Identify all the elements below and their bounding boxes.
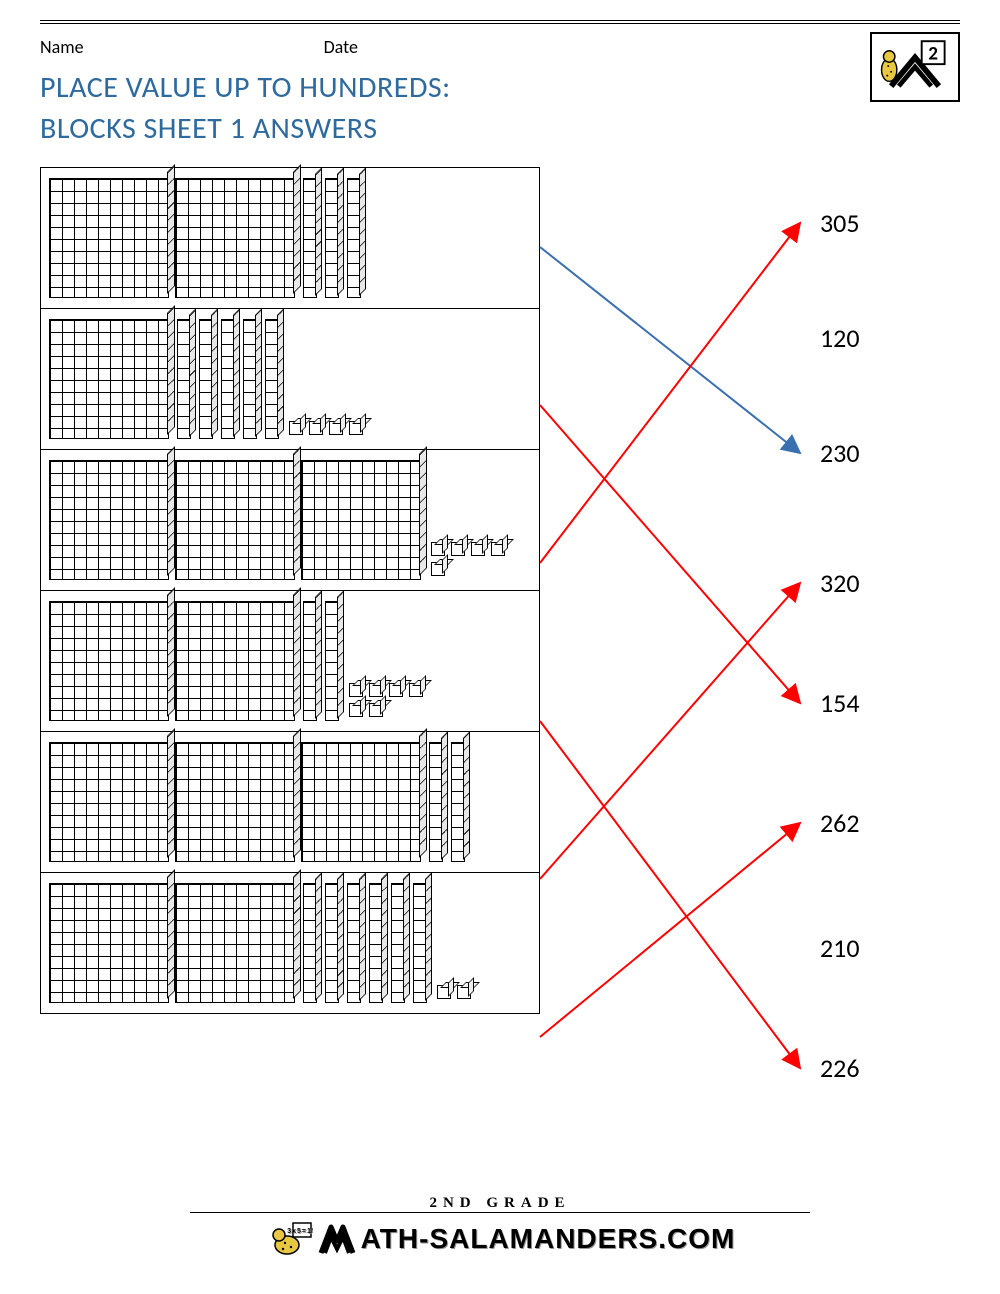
- title-line-1: PLACE VALUE UP TO HUNDREDS:: [40, 68, 960, 109]
- date-label: Date: [324, 36, 358, 58]
- one-block: [451, 542, 465, 556]
- ten-block: [347, 178, 361, 298]
- block-row: [41, 591, 539, 732]
- answer-value: 305: [820, 207, 900, 239]
- match-line: [540, 223, 800, 563]
- footer-url-text: ATH-SALAMANDERS.COM: [361, 1223, 736, 1255]
- one-block: [309, 421, 323, 435]
- ones-group: [431, 542, 511, 576]
- one-block: [431, 562, 445, 576]
- one-block: [349, 421, 363, 435]
- answer-value: 226: [820, 1052, 900, 1084]
- one-block: [409, 683, 423, 697]
- worksheet-area: 305 120 230 320 154 262 210 226: [40, 167, 960, 1147]
- ten-block: [451, 742, 465, 862]
- svg-text:3x5=15: 3x5=15: [287, 1228, 313, 1235]
- header-row: Name Date 2: [40, 32, 960, 58]
- top-rule: [40, 20, 960, 24]
- ten-block: [325, 178, 339, 298]
- block-row: [41, 168, 539, 309]
- ten-block: [303, 178, 317, 298]
- block-row: [41, 309, 539, 450]
- answer-value: 120: [820, 322, 900, 354]
- one-block: [491, 542, 505, 556]
- header-fields: Name Date: [40, 36, 358, 58]
- one-block: [457, 985, 471, 999]
- match-line: [540, 721, 800, 1068]
- m-icon: [317, 1221, 357, 1257]
- one-block: [349, 683, 363, 697]
- ten-block: [221, 319, 235, 439]
- footer-rule: [190, 1212, 810, 1213]
- hundred-block: [49, 883, 169, 1003]
- block-row: [41, 450, 539, 591]
- answer-value: 230: [820, 437, 900, 469]
- ten-block: [325, 883, 339, 1003]
- answer-value: 262: [820, 807, 900, 839]
- title-line-2: BLOCKS SHEET 1 ANSWERS: [40, 109, 960, 150]
- one-block: [471, 542, 485, 556]
- one-block: [389, 683, 403, 697]
- one-block: [349, 703, 363, 717]
- hundred-block: [175, 178, 295, 298]
- footer-url: 3x5=15 ATH-SALAMANDERS.COM: [265, 1219, 736, 1259]
- one-block: [437, 985, 451, 999]
- salamander-icon: 3x5=15: [265, 1219, 313, 1259]
- hundred-block: [301, 742, 421, 862]
- ten-block: [413, 883, 427, 1003]
- hundred-block: [49, 742, 169, 862]
- one-block: [369, 683, 383, 697]
- ten-block: [265, 319, 279, 439]
- hundred-block: [49, 178, 169, 298]
- worksheet-page: Name Date 2 PLACE VALUE UP TO HUNDREDS: …: [0, 0, 1000, 1294]
- ones-group: [437, 985, 471, 999]
- ten-block: [429, 742, 443, 862]
- hundred-block: [175, 883, 295, 1003]
- one-block: [289, 421, 303, 435]
- match-line: [540, 583, 800, 879]
- footer-grade: 2ND GRADE: [0, 1195, 1000, 1212]
- title-block: PLACE VALUE UP TO HUNDREDS: BLOCKS SHEET…: [40, 68, 960, 149]
- blocks-panel: [40, 167, 540, 1014]
- answer-value: 320: [820, 567, 900, 599]
- match-line: [540, 823, 800, 1037]
- answer-value: 210: [820, 932, 900, 964]
- ten-block: [303, 883, 317, 1003]
- ten-block: [369, 883, 383, 1003]
- one-block: [431, 542, 445, 556]
- answer-value: 154: [820, 687, 900, 719]
- ones-group: [349, 683, 429, 717]
- match-line: [540, 405, 800, 703]
- ten-block: [177, 319, 191, 439]
- one-block: [369, 703, 383, 717]
- hundred-block: [49, 319, 169, 439]
- match-line: [540, 247, 800, 453]
- hundred-block: [175, 601, 295, 721]
- ten-block: [243, 319, 257, 439]
- ten-block: [303, 601, 317, 721]
- hundred-block: [49, 460, 169, 580]
- ten-block: [347, 883, 361, 1003]
- ones-group: [289, 421, 363, 435]
- one-block: [329, 421, 343, 435]
- ten-block: [199, 319, 213, 439]
- hundred-block: [301, 460, 421, 580]
- hundred-block: [175, 742, 295, 862]
- footer: 2ND GRADE 3x5=15 ATH-SALAMANDERS.COM: [0, 1195, 1000, 1264]
- grade-badge: 2: [870, 32, 960, 102]
- ten-block: [325, 601, 339, 721]
- answers-column: 305 120 230 320 154 262 210 226: [820, 167, 900, 1127]
- hundred-block: [49, 601, 169, 721]
- hundred-block: [175, 460, 295, 580]
- block-row: [41, 873, 539, 1013]
- block-row: [41, 732, 539, 873]
- name-label: Name: [40, 36, 84, 58]
- badge-number: 2: [928, 42, 938, 65]
- ten-block: [391, 883, 405, 1003]
